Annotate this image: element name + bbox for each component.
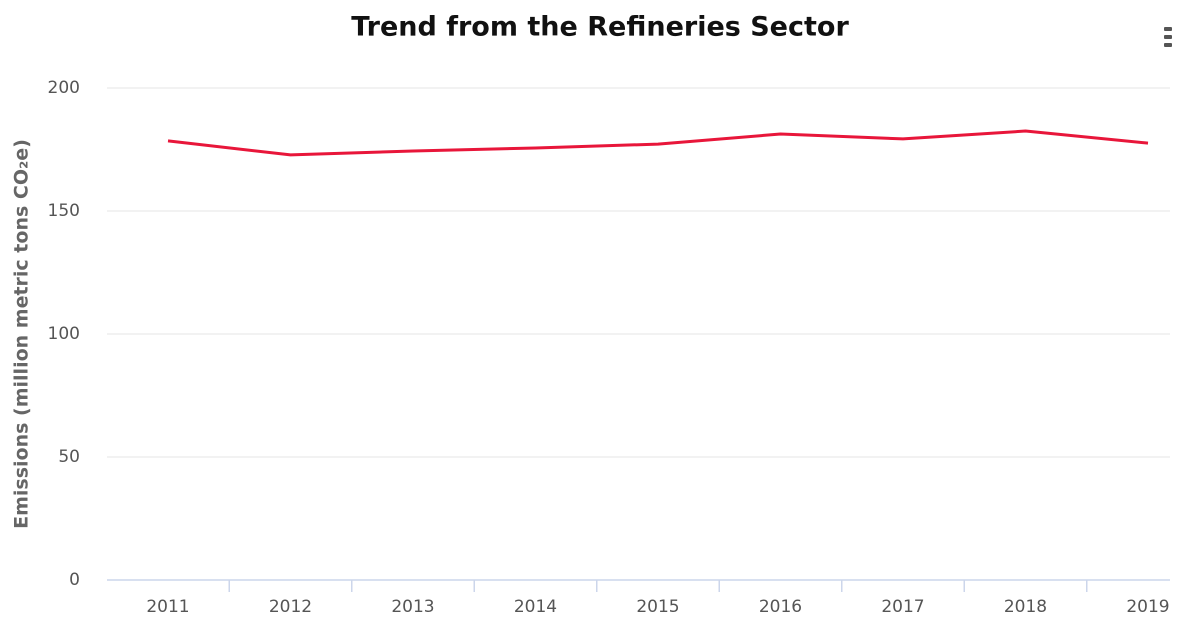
menu-dot[interactable]	[1164, 35, 1172, 39]
chart-title: Trend from the Refineries Sector	[351, 12, 849, 43]
menu-button[interactable]	[1164, 27, 1172, 47]
x-tick-label: 2016	[759, 597, 802, 617]
data-line	[167, 129, 1149, 157]
y-tick-label: 200	[48, 78, 80, 98]
x-tick-label: 2018	[1004, 597, 1047, 617]
x-tick-label: 2011	[146, 597, 189, 617]
y-tick-label: 0	[69, 570, 80, 590]
x-tick-label: 2019	[1126, 597, 1169, 617]
x-tick-label: 2012	[269, 597, 312, 617]
y-axis-title: Emissions (million metric tons CO₂e)	[11, 139, 33, 529]
menu-dot[interactable]	[1164, 43, 1172, 47]
x-tick-label: 2015	[636, 597, 679, 617]
y-tick-label: 150	[48, 201, 80, 221]
x-tick-label: 2017	[881, 597, 924, 617]
y-tick-label: 50	[58, 447, 80, 467]
x-tick-label: 2014	[514, 597, 557, 617]
menu-dot[interactable]	[1164, 27, 1172, 31]
y-tick-label: 100	[48, 324, 80, 344]
x-tick-label: 2013	[391, 597, 434, 617]
